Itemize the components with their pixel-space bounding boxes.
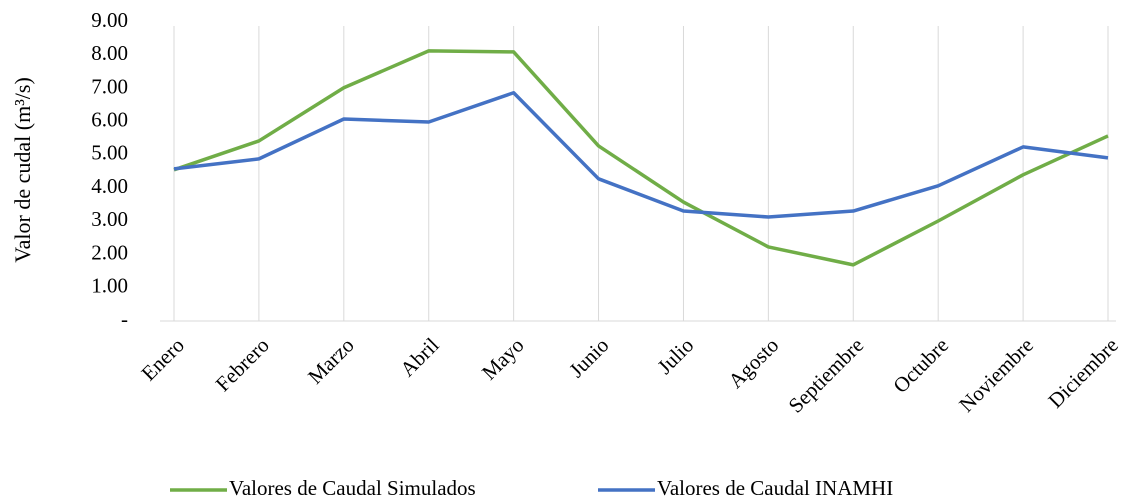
- y-tick-label: 3.00: [91, 207, 128, 231]
- y-tick-label: 6.00: [91, 107, 128, 131]
- x-tick-label: Julio: [653, 333, 699, 379]
- x-tick-label: Febrero: [211, 333, 274, 396]
- x-tick-label: Septiembre: [784, 333, 869, 418]
- series-line: [173, 49, 1109, 267]
- x-tick-label: Abril: [395, 333, 443, 381]
- x-tick-label: Noviembre: [954, 333, 1038, 417]
- y-tick-label: 2.00: [91, 240, 128, 264]
- y-tick-label: 4.00: [91, 174, 128, 198]
- series-line: [173, 91, 1109, 219]
- y-tick-label: 8.00: [91, 41, 128, 65]
- x-tick-label: Marzo: [303, 333, 359, 389]
- y-tick-label: 7.00: [91, 74, 128, 98]
- x-tick-label: Diciembre: [1043, 333, 1122, 413]
- x-tick-label: Mayo: [477, 333, 529, 385]
- legend-label: Valores de Caudal Simulados: [229, 476, 476, 500]
- x-tick-label: Agosto: [723, 333, 783, 393]
- y-tick-label: 9.00: [91, 8, 128, 32]
- x-tick-label: Octubre: [888, 333, 953, 398]
- y-tick-label: 1.00: [91, 274, 128, 298]
- legend-label: Valores de Caudal INAMHI: [657, 476, 893, 500]
- x-tick-label: Enero: [137, 333, 189, 385]
- y-axis-title: Valor de cudal (m³/s): [10, 77, 35, 263]
- y-tick-label: -: [121, 307, 128, 331]
- x-tick-label: Junio: [564, 333, 613, 382]
- y-tick-label: 5.00: [91, 141, 128, 165]
